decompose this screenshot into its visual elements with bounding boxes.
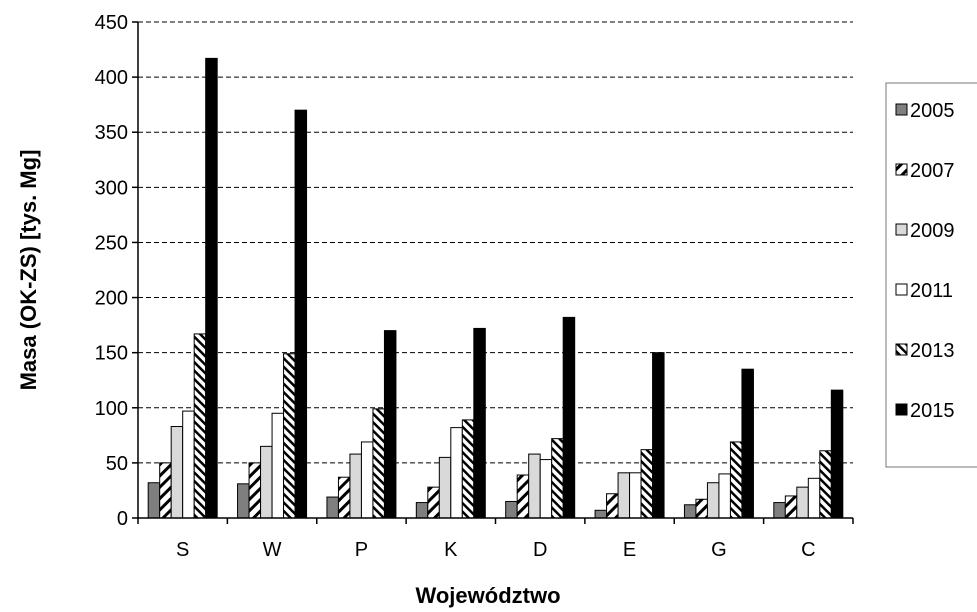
bar-2015-D [562,316,576,519]
legend: 2005 2007 2009 2011 2013 2015 [885,82,977,468]
legend-label-2015: 2015 [910,400,955,422]
bar-2005-C [773,502,786,519]
y-tick-label: 250 [95,232,128,254]
bar-2007-P [337,476,351,519]
legend-swatch-2015 [895,403,908,416]
bar-2011-E [629,472,642,519]
y-tick-label: 50 [106,453,128,475]
x-tick-label: P [355,539,368,561]
bar-2013-D [551,438,564,519]
y-axis-title: Masa (OK-ZS) [tys. Mg] [16,150,41,391]
x-tick-label: S [176,539,189,561]
bar-2015-E [652,352,665,519]
y-tick-label: 0 [117,508,128,530]
bar-2009-K [438,456,452,519]
y-tick-label: 350 [95,122,128,144]
y-tick-label: 400 [95,67,128,89]
bar-2011-C [807,477,821,519]
bar-2007-C [784,495,798,519]
bar-2005-D [505,500,518,519]
y-tick-label: 300 [95,177,128,199]
bar-2009-P [349,453,362,519]
bar-2013-S [193,333,207,519]
x-tick-label: G [711,539,727,561]
legend-swatch-2013 [895,343,908,356]
bar-2005-G [683,504,697,519]
bar-2007-W [248,462,262,519]
x-tick-label: K [444,539,458,561]
bar-2013-P [372,408,385,519]
legend-box [885,82,977,468]
bar-2009-C [796,486,809,519]
y-tick-label: 100 [95,398,128,420]
bar-2013-K [461,419,475,519]
bar-2013-G [729,441,743,519]
bar-2005-S [147,482,161,519]
bar-2005-E [594,509,608,519]
bar-2011-D [539,459,553,519]
bar-2015-K [473,327,486,519]
bar-2015-G [741,368,754,519]
bar-2009-W [260,445,273,519]
bar-2009-S [170,426,184,519]
bar-2015-P [383,330,397,519]
bar-2013-E [640,449,654,519]
legend-swatch-2011 [895,283,908,296]
x-tick-label: D [533,539,547,561]
bar-2011-K [450,427,463,519]
x-tick-label: W [263,539,282,561]
bar-2009-D [528,453,541,519]
legend-label-2009: 2009 [910,220,955,242]
bar-2007-G [695,498,708,519]
bar-2015-C [830,389,844,519]
y-tick-label: 150 [95,343,128,365]
bar-2009-E [617,472,631,519]
bar-2013-C [819,450,832,519]
bar-2005-K [415,502,429,519]
bar-2007-K [427,486,440,519]
bar-2007-D [516,474,530,519]
legend-swatch-2009 [895,223,908,236]
bars [147,57,844,519]
bar-2011-S [182,410,195,519]
y-tick-label: 200 [95,288,128,310]
legend-swatch-2005 [895,103,908,116]
x-axis-title: Województwo [415,583,560,608]
x-tick-label: E [623,539,636,561]
bar-2011-W [271,412,285,519]
bar-2009-G [706,482,720,519]
y-tick-label: 450 [95,12,128,34]
bar-2007-S [159,462,172,519]
bar-2011-G [718,473,731,519]
legend-label-2011: 2011 [910,280,953,302]
legend-swatch-2007 [895,163,908,176]
bar-2005-P [326,496,339,519]
bar-2007-E [606,493,619,519]
y-axis: 0 50 100 150 200 250 300 350 400 450 [95,12,139,530]
bar-2015-S [205,57,218,519]
legend-label-2013: 2013 [910,340,955,362]
bar-2011-P [360,441,374,519]
legend-label-2005: 2005 [910,100,955,122]
bar-2015-W [294,109,308,519]
legend-label-2007: 2007 [910,160,955,182]
x-tick-label: C [801,539,815,561]
bar-2013-W [283,353,296,519]
bar-2005-W [237,483,250,519]
